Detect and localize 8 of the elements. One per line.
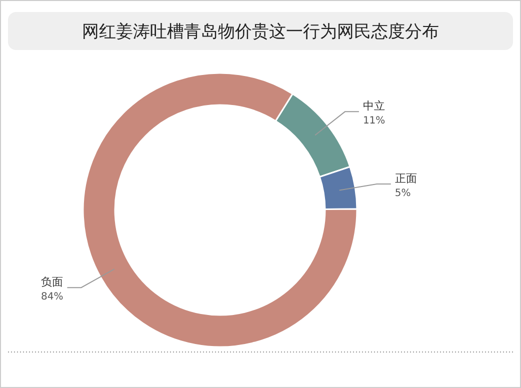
donut-slice (82, 72, 358, 348)
slice-label: 负面 (41, 276, 64, 289)
data-label: 11% (362, 116, 386, 127)
data-label: 84% (40, 292, 64, 303)
slice-label: 中立 (362, 100, 385, 113)
data-label: 5% (394, 188, 411, 200)
slice-label: 正面 (394, 172, 417, 186)
chart-title: 网红姜涛吐槽青岛物价贵这一行为网民态度分布 (82, 22, 439, 42)
